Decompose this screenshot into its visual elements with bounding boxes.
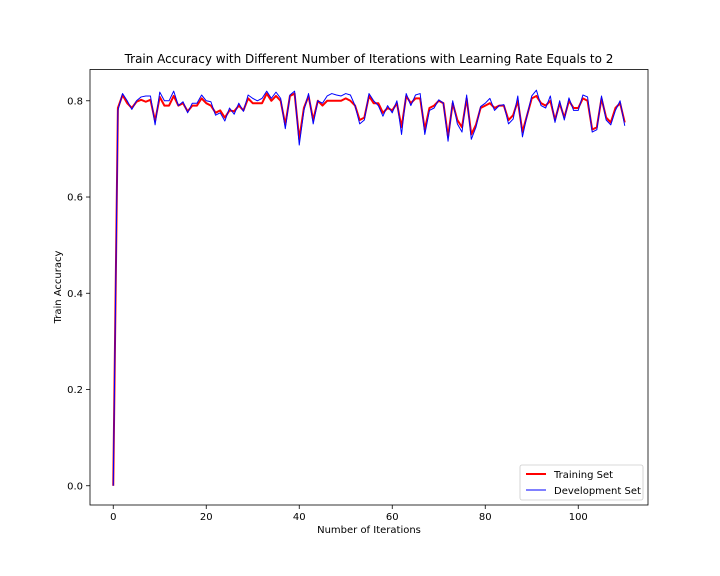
x-axis-label: Number of Iterations <box>317 525 421 536</box>
legend-label-development-set: Development Set <box>554 486 641 497</box>
x-tick-label: 100 <box>569 512 588 523</box>
x-tick-label: 80 <box>479 512 492 523</box>
series-line-development-set <box>113 90 625 486</box>
y-tick-label: 0.0 <box>67 481 83 492</box>
plot-frame <box>90 70 648 506</box>
x-tick-label: 20 <box>200 512 213 523</box>
chart-title: Train Accuracy with Different Number of … <box>124 52 614 66</box>
x-axis: 0 20 40 60 80 100 <box>110 505 588 523</box>
legend: Training Set Development Set <box>520 465 643 500</box>
legend-label-training-set: Training Set <box>553 470 613 481</box>
y-tick-label: 0.6 <box>67 193 83 204</box>
y-axis-label: Train Accuracy <box>53 251 64 325</box>
y-tick-label: 0.4 <box>67 289 83 300</box>
y-axis: 0.0 0.2 0.4 0.6 0.8 <box>67 96 90 492</box>
y-tick-label: 0.2 <box>67 385 83 396</box>
plot-area <box>113 90 625 486</box>
x-tick-label: 60 <box>386 512 399 523</box>
y-tick-label: 0.8 <box>67 96 83 107</box>
series-line-training-set <box>113 94 625 486</box>
x-tick-label: 40 <box>293 512 306 523</box>
x-tick-label: 0 <box>110 512 116 523</box>
